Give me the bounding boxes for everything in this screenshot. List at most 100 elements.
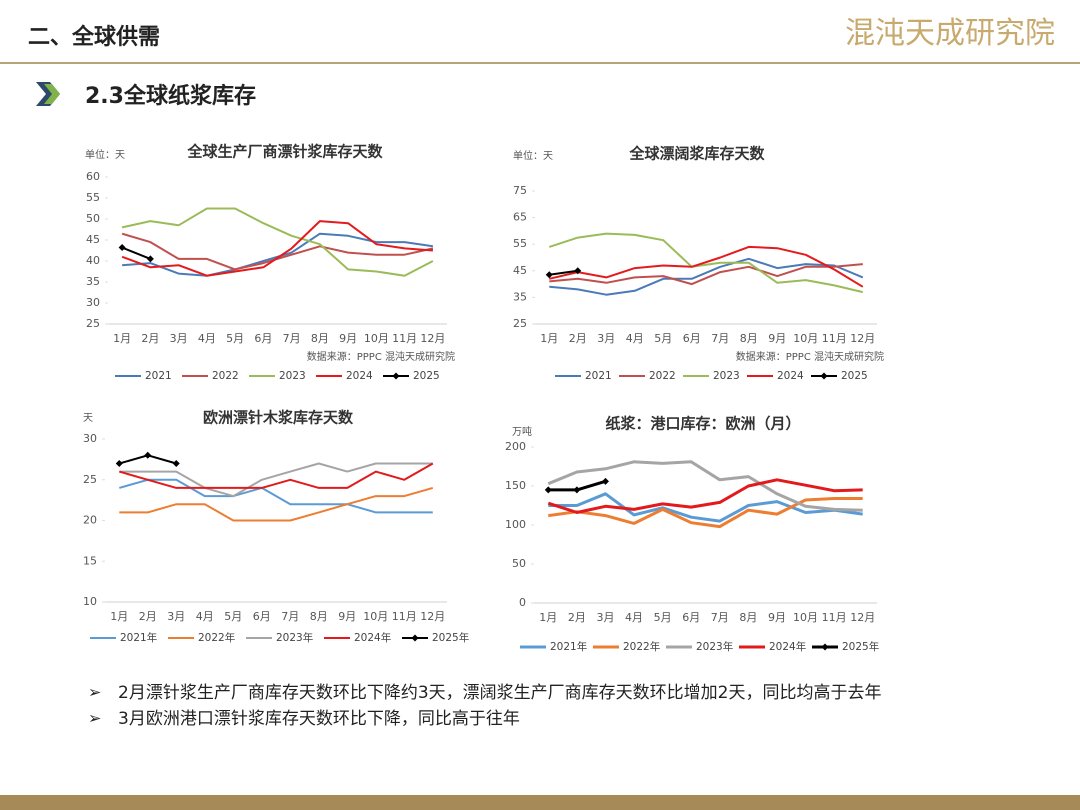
x-tick-label: 1月 [539,611,557,624]
x-tick-label: 10月 [793,611,818,624]
legend-label: 2025年 [842,640,879,653]
y-tick-label: 15 [83,554,97,567]
legend-label: 2024 [346,370,373,382]
y-tick-label: 100 [505,518,526,531]
legend-label: 2025 [841,370,868,382]
x-tick-label: 7月 [711,611,729,624]
x-tick-label: 10月 [363,610,388,623]
x-tick-label: 7月 [283,332,301,345]
x-tick-label: 8月 [310,610,328,623]
legend-marker [392,372,400,380]
x-tick-label: 7月 [711,332,729,345]
series-line [121,246,151,260]
legend-label: 2023年 [276,631,313,644]
legend-label: 2022 [649,370,676,382]
y-tick-label: 65 [513,211,527,224]
legend-label: 2022年 [623,640,660,653]
legend-marker [821,643,829,651]
point-marker [545,271,553,279]
header-title: 二、全球供需 [28,24,160,50]
x-tick-label: 9月 [768,611,786,624]
unit-label: 单位：天 [513,149,553,162]
legend-label: 2024年 [354,631,391,644]
legend-label: 2021年 [120,631,157,644]
series-line [547,460,863,512]
y-tick-label: 20 [83,514,97,527]
series-line [549,269,578,276]
x-tick-label: 6月 [253,610,271,623]
x-tick-label: 1月 [540,332,558,345]
bullet-icon: ➢ [88,683,101,702]
x-tick-label: 10月 [793,332,818,345]
x-tick-label: 6月 [683,332,701,345]
x-tick-label: 11月 [822,611,847,624]
point-marker [118,244,126,252]
x-tick-label: 11月 [392,610,417,623]
x-tick-label: 5月 [224,610,242,623]
y-tick-label: 0 [519,596,526,609]
y-tick-label: 150 [505,479,526,492]
x-tick-label: 5月 [654,611,672,624]
x-tick-label: 5月 [226,332,244,345]
y-tick-label: 35 [513,290,527,303]
x-tick-label: 2月 [568,611,586,624]
unit-label: 天 [83,413,93,424]
x-tick-label: 6月 [682,611,700,624]
legend-label: 2023 [279,370,306,382]
y-tick-label: 60 [86,170,100,183]
x-tick-label: 11月 [822,332,847,345]
y-tick-label: 50 [512,557,526,570]
legend-label: 2025 [413,370,440,382]
x-tick-label: 8月 [740,332,758,345]
x-tick-label: 2月 [141,332,159,345]
series-line [547,478,863,514]
series-line [548,232,864,294]
legend-marker [820,372,828,380]
x-tick-label: 12月 [420,332,445,345]
x-tick-label: 8月 [311,332,329,345]
series-line [549,245,864,288]
y-tick-label: 55 [86,191,100,204]
series-line [119,462,433,498]
x-tick-label: 12月 [850,332,875,345]
y-tick-label: 200 [505,440,526,453]
series-line [549,263,863,286]
section-title: 2.3全球纸浆库存 [85,83,256,109]
chart-title: 欧洲漂针木浆库存天数 [203,409,354,427]
series-line [121,232,434,271]
section-icon-accent [44,84,60,104]
x-tick-label: 12月 [420,610,445,623]
chart-title: 全球生产厂商漂针浆库存天数 [186,143,383,161]
y-tick-label: 40 [86,254,100,267]
source-note: 数据来源：PPPC 混沌天成研究院 [307,350,455,363]
y-tick-label: 50 [86,212,100,225]
legend-label: 2021年 [550,640,587,653]
footer-bar [0,795,1080,810]
legend-label: 2024 [777,370,804,382]
legend-label: 2025年 [432,631,469,644]
x-tick-label: 8月 [739,611,757,624]
series-line [548,492,863,523]
y-tick-label: 25 [86,317,100,330]
point-marker [146,255,154,263]
series-line [119,478,433,514]
unit-label: 单位：天 [85,148,125,161]
x-tick-label: 4月 [198,332,216,345]
y-tick-label: 30 [86,296,100,309]
legend-label: 2021 [145,370,172,382]
x-tick-label: 3月 [597,332,615,345]
series-line [548,497,863,529]
bullet: 2月漂针浆生产厂商库存天数环比下降约3天，漂阔浆生产厂商库存天数环比增加2天，同… [118,683,881,703]
x-tick-label: 7月 [281,610,299,623]
legend-label: 2023 [713,370,740,382]
x-tick-label: 1月 [113,332,131,345]
x-tick-label: 4月 [625,611,643,624]
y-tick-label: 45 [513,264,527,277]
bullet: 3月欧洲港口漂针浆库存天数环比下降，同比高于往年 [118,709,520,729]
legend-label: 2023年 [696,640,733,653]
y-tick-label: 45 [86,233,100,246]
point-marker [144,451,152,459]
x-tick-label: 1月 [110,610,128,623]
series-line [121,220,433,277]
